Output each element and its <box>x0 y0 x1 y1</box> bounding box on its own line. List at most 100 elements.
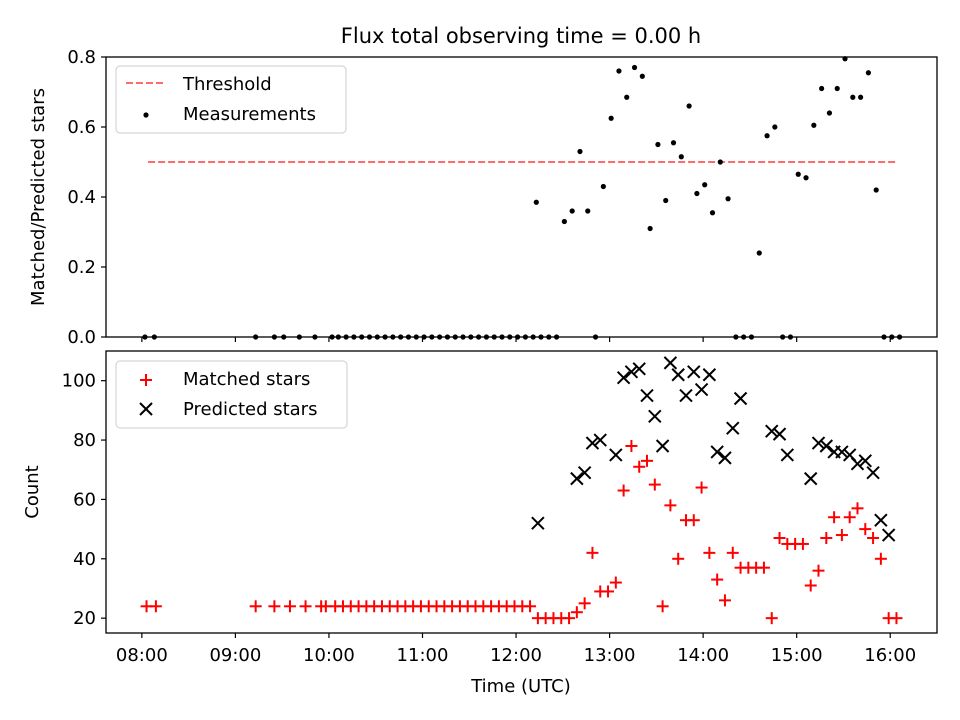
matched-point <box>664 499 677 512</box>
predicted-point-b <box>819 439 834 453</box>
predicted-point-b <box>531 516 545 530</box>
measurement-point <box>600 183 606 190</box>
predicted-point-b <box>881 528 896 542</box>
matched-point <box>563 612 576 625</box>
y-tick-label: 80 <box>73 430 96 451</box>
top-ylabel: Matched/Predicted stars <box>28 88 49 306</box>
bottom-axis-ticks: 08:00 09:00 10:00 11:00 12:00 13:00 14:00 15:00… <box>62 371 917 666</box>
matched-point <box>859 523 872 536</box>
predicted-point <box>671 368 685 382</box>
predicted-point-b <box>687 365 701 379</box>
matched-point <box>812 564 825 577</box>
x-tick-label: 09:00 <box>209 645 261 666</box>
series-matched-stars <box>140 439 903 625</box>
matched-point <box>149 600 162 613</box>
matched-point <box>695 481 708 494</box>
predicted-point-b <box>842 448 857 462</box>
measurement-point <box>616 68 622 74</box>
predicted-point-b <box>616 371 631 385</box>
measurement-point <box>631 64 638 71</box>
matched-point <box>586 546 599 559</box>
matched-point <box>843 511 856 524</box>
measurement-point <box>717 159 723 165</box>
matched-point <box>641 454 654 467</box>
measurement-point <box>686 103 692 109</box>
measurement-point <box>663 197 669 204</box>
predicted-point-b <box>866 465 880 480</box>
predicted-point-b <box>632 362 646 376</box>
predicted-point <box>632 362 646 376</box>
measurement-point <box>772 124 778 130</box>
predicted-point-b <box>570 471 584 486</box>
matched-point <box>609 576 622 589</box>
matched-point <box>796 537 809 550</box>
measurement-point <box>678 154 684 160</box>
measurement-point <box>533 199 539 205</box>
predicted-point-b <box>874 513 888 527</box>
predicted-point-b <box>694 382 709 397</box>
measurement-point <box>569 208 575 214</box>
measurement-point <box>811 122 817 128</box>
predicted-point <box>570 471 584 486</box>
predicted-point-b <box>780 448 795 462</box>
matched-point <box>874 552 887 565</box>
matched-point <box>804 579 817 592</box>
predicted-point-b <box>671 368 685 382</box>
predicted-point <box>616 371 631 385</box>
predicted-point <box>718 451 732 465</box>
measurement-point <box>865 70 871 76</box>
matched-point <box>578 597 591 610</box>
matched-point <box>711 573 724 586</box>
predicted-point-b <box>835 445 849 459</box>
predicted-point-b <box>577 465 592 480</box>
matched-point <box>602 585 615 598</box>
predicted-point <box>811 436 826 450</box>
measurement-point <box>639 73 645 79</box>
measurement-point <box>850 94 856 100</box>
x-tick-label: 15:00 <box>771 645 823 666</box>
measurement-point <box>709 210 716 216</box>
matched-point <box>617 484 630 497</box>
predicted-point <box>663 356 678 370</box>
predicted-point-b <box>655 439 670 453</box>
matched-point <box>687 514 700 527</box>
matched-point <box>820 532 833 545</box>
predicted-point <box>687 365 701 379</box>
measurement-point <box>764 133 770 139</box>
predicted-point <box>655 439 670 453</box>
predicted-point <box>765 424 779 438</box>
chart-title: Flux total observing time = 0.00 h <box>341 24 701 48</box>
measurement-point <box>561 218 567 225</box>
legend-matched-label: Matched stars <box>183 369 310 390</box>
predicted-point <box>593 433 607 447</box>
bottom-legend-box <box>115 360 348 429</box>
top-axis-ticks: 0.0 0.2 0.4 0.6 0.8 <box>67 47 891 348</box>
measurement-point <box>873 187 879 193</box>
predicted-point-b <box>850 457 865 471</box>
predicted-point-b <box>609 448 623 462</box>
predicted-point <box>780 448 795 462</box>
y-tick-label: 0.0 <box>67 327 96 348</box>
legend-measurements-swatch <box>143 112 149 118</box>
predicted-point <box>585 436 600 450</box>
measurement-point <box>608 115 614 121</box>
matched-point <box>299 600 312 613</box>
top-panel: 0.00.20.40.60.8 Matched/Predicted stars … <box>28 47 938 348</box>
measurement-point <box>577 148 583 155</box>
predicted-point-b <box>702 368 717 382</box>
matched-point <box>867 532 880 545</box>
predicted-point <box>710 445 724 459</box>
measurement-point <box>585 208 591 214</box>
predicted-point <box>694 382 709 397</box>
legend-predicted-swatch <box>139 402 153 416</box>
top-axes-frame <box>105 56 938 338</box>
y-tick-label: 60 <box>73 489 96 510</box>
matched-point <box>570 606 583 619</box>
predicted-point-b <box>858 454 872 468</box>
predicted-point <box>881 528 896 542</box>
x-tick-label: 08:00 <box>116 645 168 666</box>
matched-point <box>703 546 716 559</box>
measurement-point <box>819 85 825 92</box>
predicted-point <box>577 465 592 480</box>
matched-point <box>268 600 281 613</box>
